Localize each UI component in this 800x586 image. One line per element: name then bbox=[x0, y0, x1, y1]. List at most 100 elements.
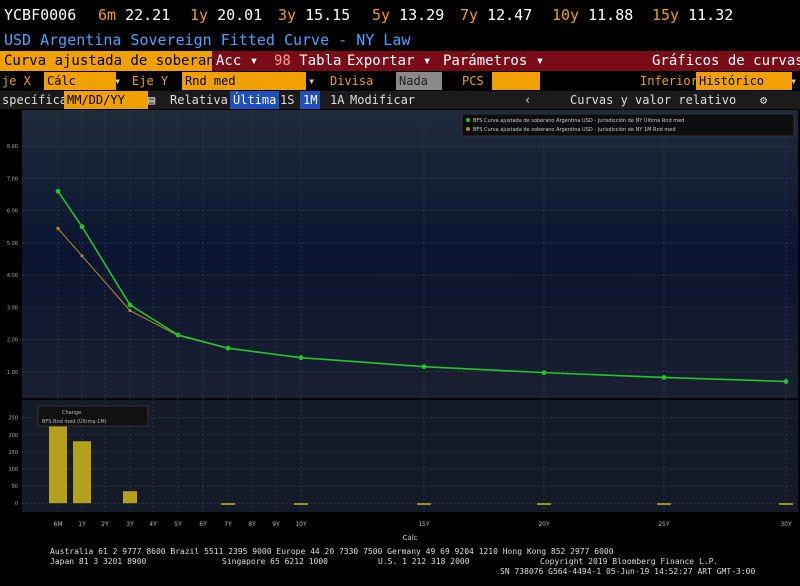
eje-x-label: je X bbox=[2, 74, 31, 88]
data-point-ultima bbox=[79, 224, 85, 230]
date-controls: specífica MM/DD/YY ▤ Relativa Última 1S … bbox=[0, 91, 800, 109]
data-point-ultima bbox=[127, 302, 133, 308]
range-1a-button[interactable]: 1A bbox=[330, 93, 345, 107]
legend-ultima: BFS Curva ajustada de soberano Argentina… bbox=[473, 117, 684, 124]
tenor-6m: 6m 22.21 bbox=[98, 6, 171, 24]
y-tick-label: 7.00 bbox=[7, 176, 18, 182]
change-bar bbox=[657, 503, 671, 505]
divisa-label: Divisa bbox=[330, 74, 374, 88]
range-1s-button[interactable]: 1S bbox=[280, 93, 295, 107]
y-tick-label: 2.00 bbox=[7, 338, 18, 344]
gear-icon[interactable]: ⚙ bbox=[760, 93, 768, 107]
x-tick-label: 8Y bbox=[248, 521, 256, 528]
curve-subtitle: USD Argentina Sovereign Fitted Curve - N… bbox=[4, 31, 411, 49]
upper-legend: BFS Curva ajustada de soberano Argentina… bbox=[461, 113, 795, 137]
x-tick-label: 30Y bbox=[780, 521, 792, 528]
change-bar bbox=[49, 424, 67, 504]
chevron-left-icon[interactable]: ‹ bbox=[524, 93, 532, 107]
y-tick-label: 4.00 bbox=[7, 273, 18, 279]
modificar-button[interactable]: Modificar bbox=[350, 93, 416, 107]
legend-1m: BFS Curva ajustada de soberano Argentina… bbox=[473, 126, 676, 133]
x-tick-label: 15Y bbox=[418, 521, 430, 528]
y-tick-label-lower: 200 bbox=[8, 433, 18, 439]
tabla-button[interactable]: 98 Tabla bbox=[274, 53, 342, 69]
curvas-label[interactable]: Curvas y valor relativo bbox=[570, 93, 737, 107]
data-point-ultima bbox=[55, 188, 61, 194]
lower-legend: Change BFS Rnd med (Última-1M) bbox=[37, 405, 149, 427]
tenor-15y: 15y 11.32 bbox=[652, 6, 734, 24]
change-bar bbox=[123, 491, 137, 504]
y-tick-label: 6.00 bbox=[7, 209, 18, 215]
pcs-label: PCS bbox=[462, 74, 484, 88]
footer-japan: Japan 81 3 3201 8900 bbox=[50, 557, 147, 566]
data-point-1m bbox=[128, 308, 132, 313]
x-tick-label: 1Y bbox=[78, 521, 86, 528]
eje-x-dropdown-icon[interactable]: ▾ bbox=[114, 74, 122, 88]
y-tick-label-lower: 100 bbox=[8, 467, 18, 473]
footer-us: U.S. 1 212 318 2000 bbox=[378, 557, 470, 566]
data-point-ultima bbox=[783, 379, 789, 384]
change-bar bbox=[294, 503, 308, 505]
relativa-label: Relativa bbox=[170, 93, 228, 107]
exportar-menu[interactable]: Exportar ▾ bbox=[347, 53, 432, 69]
x-tick-label: 25Y bbox=[658, 521, 670, 528]
x-tick-label: 4Y bbox=[149, 521, 157, 528]
change-bar bbox=[537, 503, 551, 505]
y-tick-label: 8.00 bbox=[7, 144, 18, 150]
tenor-3y: 3y 15.15 bbox=[278, 6, 351, 24]
change-bar bbox=[779, 503, 793, 505]
footer-copyright: Copyright 2019 Bloomberg Finance L.P. bbox=[540, 557, 719, 566]
x-axis-label: Cálc bbox=[403, 534, 418, 542]
x-tick-label: 2Y bbox=[101, 521, 109, 528]
data-point-ultima bbox=[541, 370, 547, 376]
eje-y-dropdown-icon[interactable]: ▾ bbox=[308, 74, 316, 88]
tenor-5y: 5y 13.29 bbox=[372, 6, 445, 24]
data-point-ultima bbox=[298, 355, 304, 361]
footer-singapore: Singapore 65 6212 1000 bbox=[222, 557, 328, 566]
legend-bfs-diff: BFS Rnd med (Última-1M) bbox=[42, 418, 107, 425]
legend-change: Change bbox=[62, 410, 81, 416]
x-tick-label: 7Y bbox=[224, 521, 232, 528]
ultima-button[interactable]: Última bbox=[230, 91, 280, 109]
tenor-1y: 1y 20.01 bbox=[190, 6, 263, 24]
ticker: YCBF0006 bbox=[4, 6, 77, 24]
calendar-icon[interactable]: ▤ bbox=[148, 93, 156, 107]
y-tick-label-lower: 150 bbox=[8, 450, 18, 456]
quote-bar: YCBF0006 6m 22.21 1y 20.01 3y 15.15 5y 1… bbox=[0, 0, 800, 30]
x-tick-label: 10Y bbox=[295, 521, 307, 528]
yield-curve-chart: 6M 1Y 2Y 3Y 4Y 5Y 6Y 7Y 8Y 9Y 10Y 15Y 20Y 25Y 30Y 1.00 2… bbox=[0, 110, 800, 548]
eje-x-select[interactable]: Cálc bbox=[44, 72, 116, 90]
especifica-label: specífica bbox=[2, 93, 68, 107]
inferior-dropdown-icon[interactable]: ▾ bbox=[790, 74, 798, 88]
x-tick-label: 5Y bbox=[174, 521, 182, 528]
tenor-7y: 7y 12.47 bbox=[460, 6, 533, 24]
y-tick-label-lower: 50 bbox=[12, 484, 18, 490]
axis-controls: je X Cálc ▾ Eje Y Rnd med ▾ Divisa Nada … bbox=[0, 72, 800, 90]
data-point-ultima bbox=[661, 375, 667, 380]
parametros-menu[interactable]: Parámetros ▾ bbox=[443, 53, 545, 69]
date-input[interactable]: MM/DD/YY bbox=[64, 91, 148, 109]
upper-plot-area bbox=[22, 110, 798, 398]
data-point-1m bbox=[56, 226, 60, 231]
x-tick-label: 3Y bbox=[126, 521, 134, 528]
y-tick-label-lower: 0 bbox=[15, 501, 18, 507]
curve-name-field[interactable]: Curva ajustada de soberan bbox=[0, 51, 215, 71]
pcs-field[interactable] bbox=[492, 72, 540, 90]
x-tick-label: 6Y bbox=[199, 521, 207, 528]
eje-y-select[interactable]: Rnd med bbox=[182, 72, 306, 90]
legend-green-swatch bbox=[466, 118, 470, 122]
tenor-10y: 10y 11.88 bbox=[552, 6, 634, 24]
graficos-menu[interactable]: Gráficos de curvas bbox=[652, 53, 800, 69]
lower-plot-area bbox=[22, 400, 798, 512]
divisa-select[interactable]: Nada bbox=[396, 72, 442, 90]
footer-phones: Australia 61 2 9777 8600 Brazil 5511 239… bbox=[50, 547, 614, 556]
toolbar: Curva ajustada de soberan Acc ▾ 98 Tabla… bbox=[0, 51, 800, 71]
acc-menu[interactable]: Acc ▾ bbox=[216, 53, 259, 69]
footer: Australia 61 2 9777 8600 Brazil 5511 239… bbox=[0, 542, 800, 586]
series-line-ultima bbox=[57, 190, 787, 383]
range-1m-button[interactable]: 1M bbox=[300, 91, 321, 109]
x-tick-label: 6M bbox=[54, 521, 63, 528]
data-point-ultima bbox=[421, 364, 427, 370]
change-bar bbox=[417, 503, 431, 505]
inferior-select[interactable]: Histórico bbox=[696, 72, 792, 90]
